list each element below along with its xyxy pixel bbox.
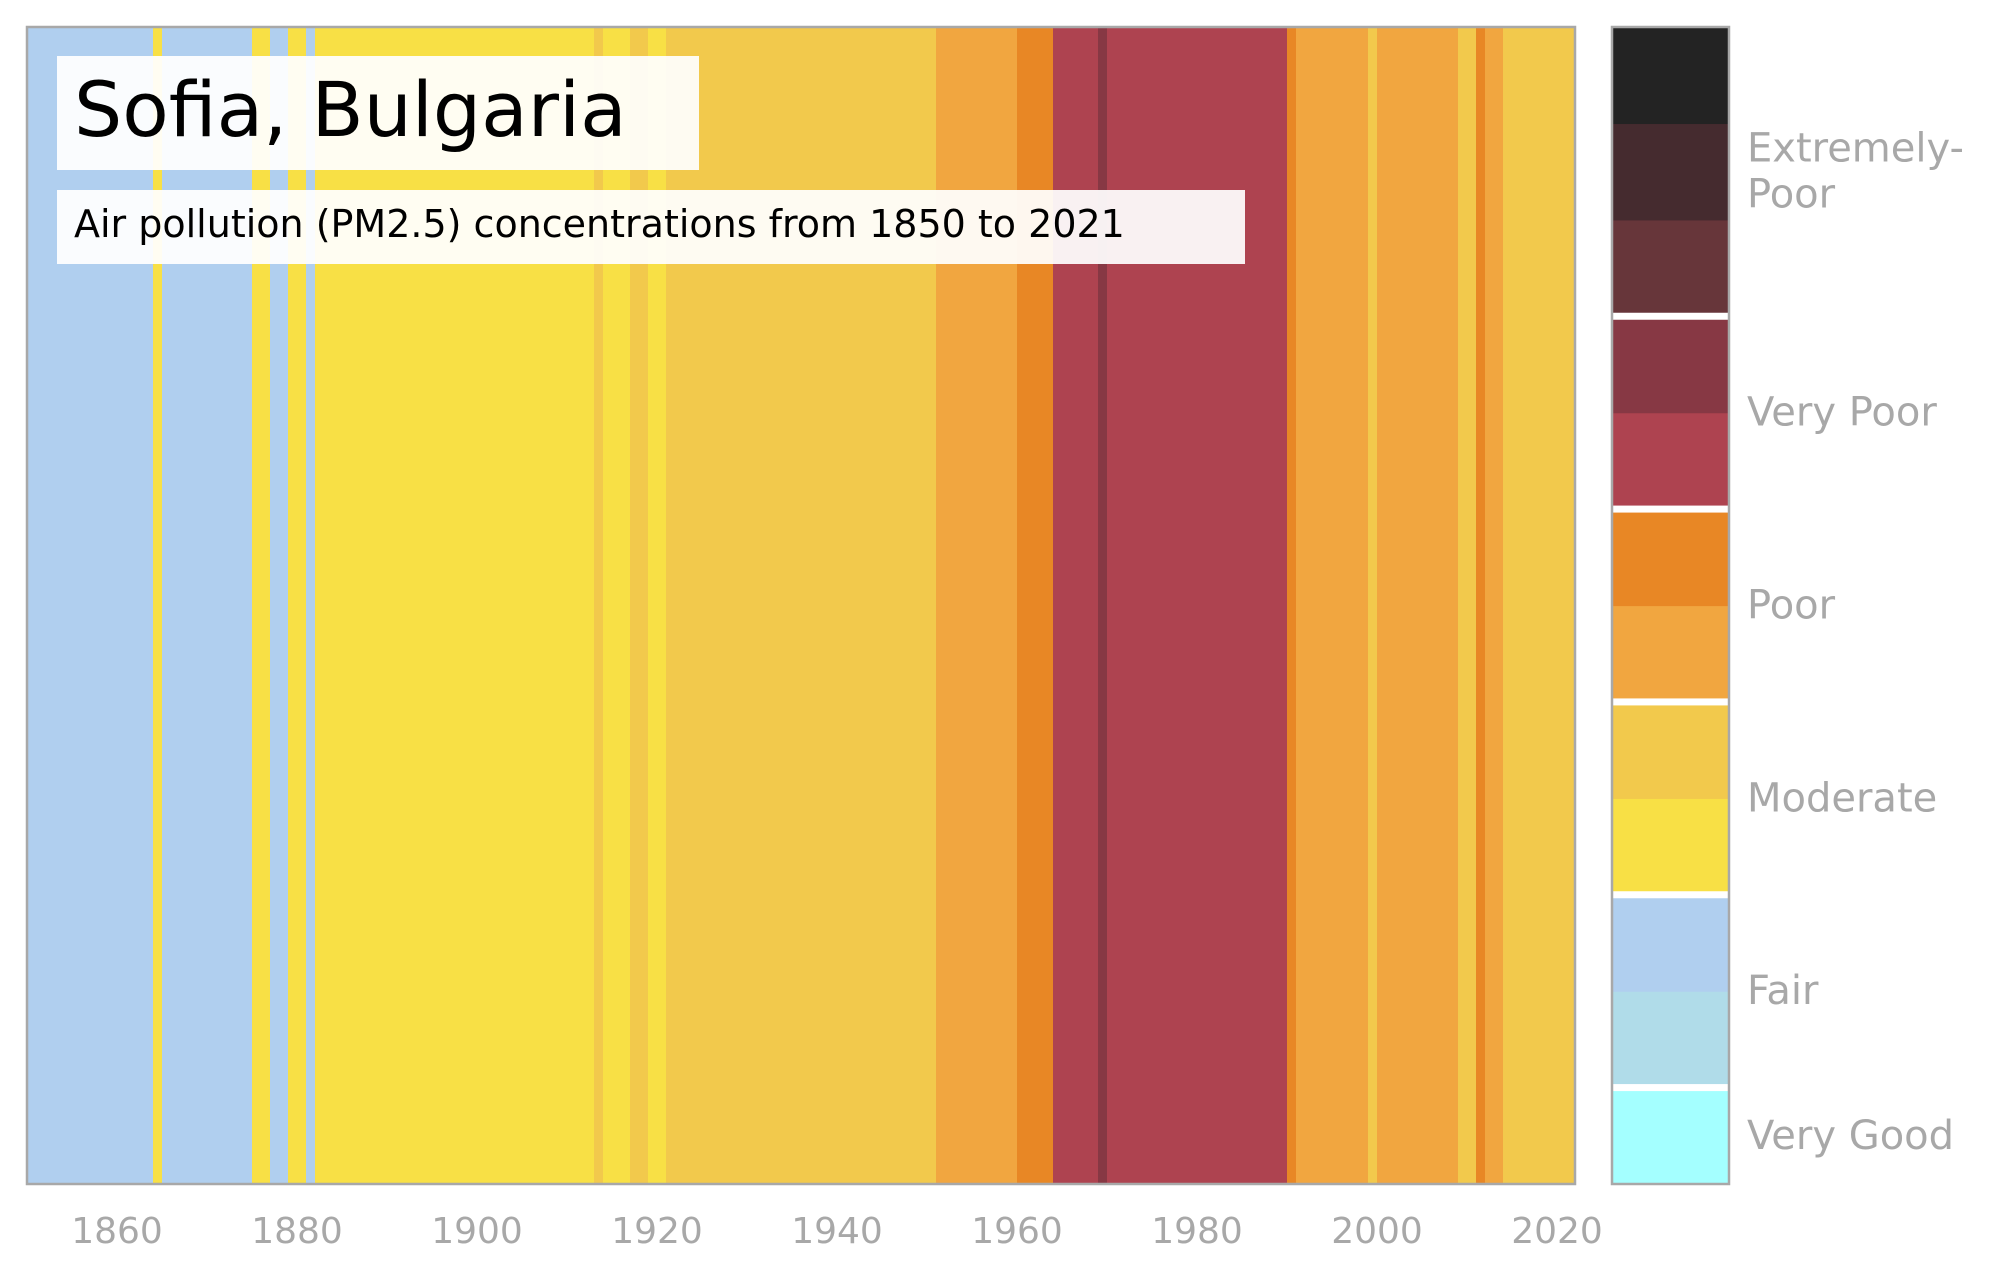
x-tick-label: 2000 — [1331, 1211, 1423, 1252]
legend-swatch-extremely-poor-2 — [1612, 123, 1729, 221]
legend-swatch-very-good-1 — [1612, 1087, 1729, 1185]
stripe-2011-2012 — [1476, 27, 1486, 1184]
legend-swatch-poor-1 — [1612, 605, 1729, 703]
stripe-2012-2014 — [1485, 27, 1504, 1184]
legend-swatch-extremely-poor-1 — [1612, 219, 1729, 317]
legend: Very Good Fair Moderate Poor Very Poor Extrem… — [1610, 25, 1964, 1186]
legend-label: Moderate — [1747, 775, 1937, 821]
stripe-2000-2009 — [1377, 27, 1459, 1184]
legend-swatch-fair-2 — [1612, 894, 1729, 992]
stripe-1879-1881 — [288, 27, 307, 1184]
x-tick-label: 1860 — [71, 1211, 163, 1252]
stripe-1999-2000 — [1368, 27, 1378, 1184]
stripe-1913-1914 — [594, 27, 604, 1184]
legend-label-line: Poor — [1747, 172, 1836, 218]
legend-frame — [1610, 25, 1731, 1186]
chart-subtitle: Air pollution (PM2.5) concentrations fro… — [74, 202, 1125, 246]
legend-label-line: Poor — [1747, 583, 1836, 629]
stripe-1917-1919 — [630, 27, 649, 1184]
legend-swatch-extremely-poor-3 — [1612, 27, 1729, 125]
legend-swatch-fair-1 — [1612, 991, 1729, 1089]
x-tick-label: 1880 — [251, 1211, 343, 1252]
legend-separator — [1612, 312, 1729, 320]
stripe-1864-1865 — [153, 27, 163, 1184]
legend-label: Very Poor — [1747, 390, 1937, 436]
legend-swatch-moderate-1 — [1612, 798, 1729, 896]
x-tick-label: 1960 — [971, 1211, 1063, 1252]
legend-label-line: Very Good — [1747, 1113, 1954, 1159]
stripe-1969-1970 — [1098, 27, 1108, 1184]
stripe-2014-2022 — [1503, 27, 1576, 1184]
subtitle-box — [57, 190, 1245, 264]
legend-separator — [1612, 698, 1729, 706]
x-axis-ticks: 1860 1880 1900 1920 1940 1960 1980 2000 2020 — [71, 1211, 1603, 1252]
x-tick-label: 2020 — [1511, 1211, 1603, 1252]
chart-title: Sofia, Bulgaria — [74, 65, 627, 154]
legend-label-line: Fair — [1747, 968, 1819, 1014]
legend-label: Very Good — [1747, 1113, 1954, 1159]
legend-swatch-moderate-2 — [1612, 701, 1729, 799]
x-tick-label: 1920 — [611, 1211, 703, 1252]
stripe-1919-1921 — [648, 27, 667, 1184]
x-tick-label: 1980 — [1151, 1211, 1243, 1252]
legend-label: Extremely-Poor — [1747, 126, 1964, 218]
legend-swatch-very-poor-2 — [1612, 316, 1729, 414]
legend-label: Poor — [1747, 583, 1836, 629]
stripe-1881-1882 — [306, 27, 316, 1184]
stripe-2009-2011 — [1458, 27, 1477, 1184]
stripe-1875-1877 — [252, 27, 271, 1184]
stripe-1991-1999 — [1296, 27, 1369, 1184]
x-tick-label: 1900 — [431, 1211, 523, 1252]
legend-separator — [1612, 1084, 1729, 1092]
plot-frame — [25, 25, 1577, 1186]
legend-separator — [1612, 505, 1729, 513]
legend-label: Fair — [1747, 968, 1819, 1014]
legend-swatch-poor-2 — [1612, 509, 1729, 607]
stripe-1877-1879 — [270, 27, 289, 1184]
legend-label-line: Moderate — [1747, 775, 1937, 821]
legend-label-line: Extremely- — [1747, 126, 1964, 172]
x-tick-label: 1940 — [791, 1211, 883, 1252]
legend-swatch-very-poor-1 — [1612, 412, 1729, 510]
legend-label-line: Very Poor — [1747, 390, 1937, 436]
stripe-1990-1991 — [1287, 27, 1297, 1184]
legend-separator — [1612, 891, 1729, 899]
title-box — [57, 56, 699, 170]
